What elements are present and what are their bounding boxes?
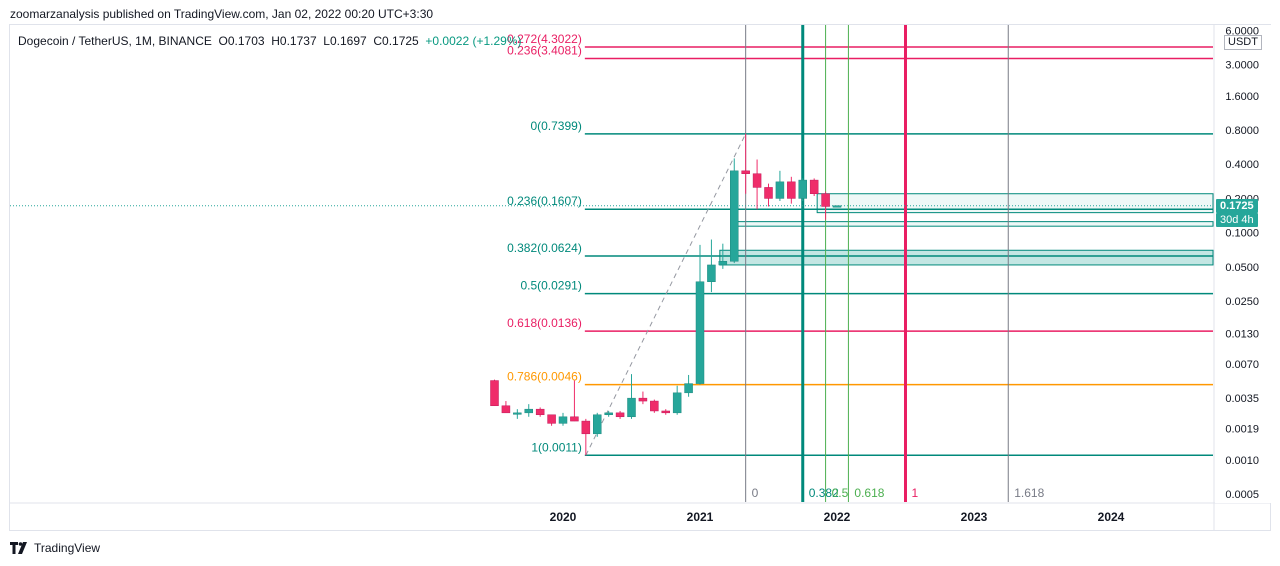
ohlc-low: L0.1697: [323, 34, 367, 48]
candle-body[interactable]: [627, 397, 636, 418]
fib-time-label: 1: [912, 486, 919, 500]
candle-body[interactable]: [787, 181, 796, 199]
fib-trend-line: [585, 133, 747, 456]
candle-body[interactable]: [832, 205, 842, 208]
candle-body[interactable]: [615, 412, 625, 418]
price-unit-badge[interactable]: USDT: [1224, 35, 1262, 50]
candle-body[interactable]: [764, 187, 773, 199]
candle-body[interactable]: [821, 193, 830, 207]
price-tick-label: 3.0000: [1225, 60, 1259, 72]
candle-body[interactable]: [650, 400, 659, 412]
price-tick-label: 0.4000: [1225, 159, 1259, 171]
zone-rect: [719, 249, 1214, 266]
price-tick-label: 0.0500: [1225, 262, 1259, 274]
zone-rect: [816, 193, 1214, 214]
candle-body[interactable]: [513, 412, 522, 415]
fib-level-label: 0.786(0.0046): [507, 370, 582, 384]
price-tick-label: 0.0010: [1225, 455, 1259, 467]
candle-body[interactable]: [535, 408, 545, 416]
candle-body[interactable]: [718, 261, 728, 266]
fib-level-label: 1(0.0011): [531, 440, 581, 454]
candle-body[interactable]: [741, 170, 750, 174]
candle-body[interactable]: [661, 410, 670, 414]
symbol-legend: Dogecoin / TetherUS, 1M, BINANCE O0.1703…: [18, 34, 521, 48]
candle-body[interactable]: [809, 179, 819, 194]
tradingview-logo[interactable]: TradingView: [10, 541, 100, 555]
tradingview-brand: TradingView: [34, 541, 101, 555]
candle-body[interactable]: [752, 173, 762, 188]
symbol-name: Dogecoin / TetherUS, 1M, BINANCE: [18, 34, 212, 48]
candle-body[interactable]: [570, 416, 579, 422]
price-tick-label: 0.0019: [1225, 423, 1259, 435]
countdown-tag: 30d 4h: [1216, 213, 1258, 227]
time-tick-label: 2021: [687, 510, 714, 524]
candle-body[interactable]: [672, 392, 682, 414]
price-tick-label: 0.0035: [1225, 393, 1259, 405]
ohlc-high: H0.1737: [271, 34, 317, 48]
publish-header: zoomarzanalysis published on TradingView…: [10, 7, 434, 21]
price-tick-label: 0.8000: [1225, 125, 1259, 137]
tradingview-logo-icon: [10, 542, 27, 554]
candle-body[interactable]: [775, 181, 785, 199]
fib-level-label: 0.236(3.4081): [507, 43, 582, 57]
price-tick-label: 0.0130: [1225, 328, 1259, 340]
time-tick-label: 2023: [961, 510, 988, 524]
ohlc-close: C0.1725: [373, 34, 419, 48]
candle-body[interactable]: [581, 420, 591, 435]
candle-body[interactable]: [501, 405, 511, 414]
fib-level-label: 0.272(4.3022): [507, 32, 582, 46]
time-tick-label: 2024: [1098, 510, 1125, 524]
price-tick-label: 0.1000: [1225, 228, 1259, 240]
price-tick-label: 0.0005: [1225, 489, 1259, 501]
price-tick-label: 0.0070: [1225, 359, 1259, 371]
candle-body[interactable]: [490, 380, 499, 407]
fib-level-label: 0(0.7399): [530, 119, 581, 133]
time-tick-label: 2020: [550, 510, 577, 524]
candle-body[interactable]: [730, 170, 739, 262]
candle-body[interactable]: [707, 264, 716, 282]
time-tick-label: 2022: [824, 510, 851, 524]
ohlc-open: O0.1703: [218, 34, 265, 48]
candle-body[interactable]: [638, 397, 648, 402]
fib-level-label: 0.618(0.0136): [507, 316, 582, 330]
candle-body[interactable]: [695, 281, 705, 384]
price-tick-label: 0.0250: [1225, 296, 1259, 308]
fib-time-label: 0.382: [809, 486, 839, 500]
fib-level-label: 0.236(0.1607): [507, 194, 582, 208]
fib-level-label: 0.382(0.0624): [507, 241, 582, 255]
candle-body[interactable]: [604, 412, 613, 416]
candle-body[interactable]: [593, 414, 602, 435]
candle-body[interactable]: [547, 414, 556, 424]
fib-time-label: 0.618: [854, 486, 884, 500]
candle-body[interactable]: [684, 383, 693, 394]
price-tick-label: 6.0000: [1225, 26, 1259, 38]
fib-time-label: 0.5: [832, 486, 849, 500]
fib-time-label: 1.618: [1014, 486, 1044, 500]
candle-body[interactable]: [524, 408, 533, 414]
fib-time-label: 0: [752, 486, 759, 500]
zone-rect: [737, 221, 1214, 227]
current-price-tag: 0.1725: [1216, 199, 1258, 213]
candle-body[interactable]: [798, 179, 807, 199]
fib-level-label: 0.5(0.0291): [520, 279, 581, 293]
price-axis-bg: [1215, 25, 1271, 503]
ohlc-change: +0.0022 (+1.29%): [425, 34, 522, 48]
candle-body[interactable]: [558, 416, 568, 424]
price-tick-label: 1.6000: [1225, 91, 1259, 103]
